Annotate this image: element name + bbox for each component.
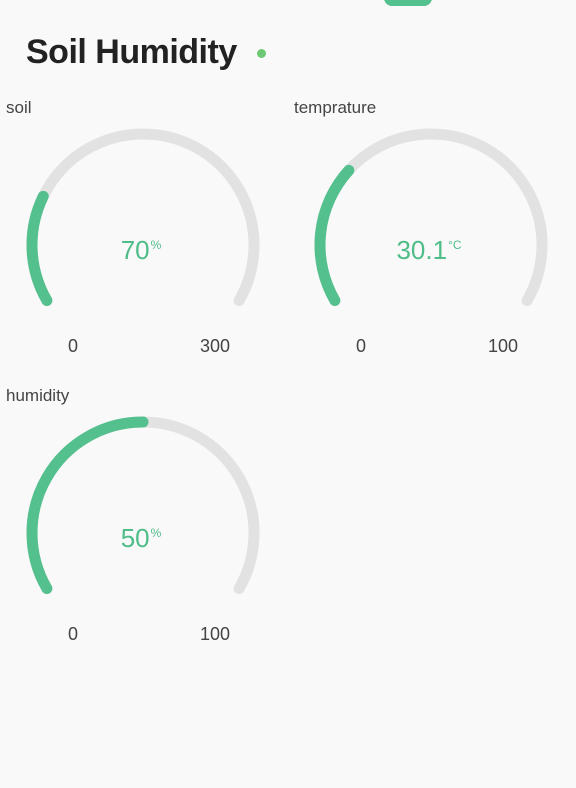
gauge-max-label: 300 <box>199 336 231 356</box>
gauge-track <box>314 128 548 306</box>
gauge-dial <box>314 128 548 306</box>
gauge-min-label: 0 <box>67 624 79 644</box>
gauge-unit: °C <box>448 238 462 253</box>
gauge-dial <box>26 128 260 306</box>
top-tab-indicator[interactable] <box>384 0 432 6</box>
gauge-min-label: 0 <box>355 336 367 356</box>
gauge-unit: % <box>150 238 162 253</box>
gauge-min-label: 0 <box>67 336 79 356</box>
status-indicator <box>256 49 266 58</box>
gauge-value: 50% <box>120 523 162 553</box>
gauge-max-label: 100 <box>487 336 519 356</box>
gauge-track <box>26 128 260 306</box>
gauge-label: humidity <box>6 386 70 405</box>
gauge-label: soil <box>6 98 32 117</box>
page-title: Soil Humidity <box>26 33 237 71</box>
gauge-soil: soil 70% 0 300 <box>6 98 276 368</box>
gauge-unit: % <box>150 526 162 541</box>
gauge-label: temprature <box>294 98 377 117</box>
gauge-value-arc <box>314 164 355 306</box>
gauge-humidity: humidity 50% 0 100 <box>6 386 276 656</box>
gauge-max-label: 100 <box>199 624 231 644</box>
gauge-value: 70% <box>120 235 162 265</box>
gauge-temperature: temprature 30.1°C 0 100 <box>294 98 564 368</box>
gauge-value-arc <box>26 416 149 594</box>
gauge-value: 30.1°C <box>396 235 462 265</box>
gauge-dial <box>26 416 260 594</box>
gauge-value-arc <box>26 190 53 306</box>
header: Soil Humidity <box>26 33 266 72</box>
